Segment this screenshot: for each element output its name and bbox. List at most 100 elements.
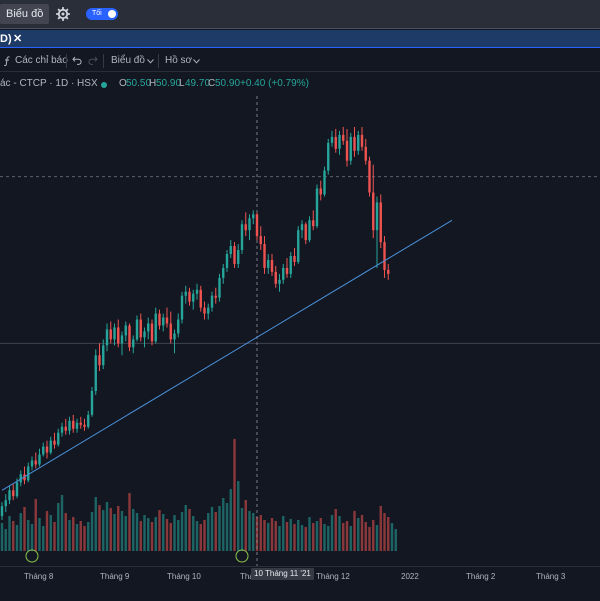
volume-bar bbox=[248, 511, 251, 551]
function-icon[interactable] bbox=[3, 56, 11, 66]
candle-body bbox=[267, 259, 270, 268]
theme-toggle[interactable]: Tối bbox=[86, 8, 118, 20]
candle-body bbox=[42, 446, 45, 455]
chart-menu[interactable]: Biểu đồ bbox=[111, 55, 145, 66]
candle-body bbox=[330, 136, 334, 143]
candle-body bbox=[259, 236, 262, 245]
price-chart[interactable] bbox=[0, 96, 600, 566]
volume-bar bbox=[383, 513, 386, 551]
volume-bar bbox=[113, 514, 116, 551]
candle-body bbox=[180, 295, 184, 320]
volume-bar bbox=[225, 503, 229, 551]
candle-body bbox=[12, 490, 15, 497]
volume-bar bbox=[330, 515, 334, 551]
volume-bar bbox=[372, 520, 375, 551]
top-bar: Biểu đồ Tối bbox=[0, 0, 600, 29]
volume-bar bbox=[357, 518, 360, 551]
volume-bar bbox=[308, 517, 311, 551]
dividend-marker bbox=[235, 549, 249, 563]
candle-body bbox=[278, 279, 281, 284]
candle-body bbox=[214, 295, 217, 298]
toolbar-divider bbox=[103, 54, 104, 68]
volume-bar bbox=[180, 512, 184, 551]
candle-body bbox=[0, 506, 4, 517]
candle-body bbox=[387, 269, 390, 274]
candle-body bbox=[368, 160, 371, 193]
chevron-down-icon bbox=[147, 59, 154, 64]
undo-icon[interactable] bbox=[72, 56, 82, 65]
volume-bar bbox=[233, 439, 236, 551]
volume-bar bbox=[188, 509, 191, 551]
volume-bar bbox=[128, 493, 131, 551]
chart-button[interactable]: Biểu đồ bbox=[0, 4, 50, 24]
candle-body bbox=[165, 317, 169, 324]
volume-bar bbox=[282, 516, 285, 551]
candle-body bbox=[173, 333, 176, 340]
redo-icon[interactable] bbox=[88, 56, 98, 65]
candle-body bbox=[342, 134, 345, 141]
candle-body bbox=[244, 224, 247, 231]
volume-bar bbox=[57, 503, 60, 551]
candle-body bbox=[285, 267, 289, 274]
trend-line bbox=[1, 219, 453, 491]
volume-bar bbox=[105, 502, 109, 551]
candle-body bbox=[192, 293, 195, 302]
volume-bar bbox=[34, 499, 37, 551]
candle-body bbox=[210, 295, 214, 308]
candle-body bbox=[353, 136, 356, 151]
volume-bar bbox=[270, 518, 274, 551]
candle-body bbox=[338, 134, 341, 149]
candle-body bbox=[109, 329, 112, 340]
volume-bar bbox=[124, 516, 127, 551]
candle-body bbox=[23, 474, 26, 481]
volume-bar bbox=[79, 521, 82, 551]
volume-bar bbox=[42, 526, 45, 551]
volume-bar bbox=[87, 522, 90, 551]
candle-body bbox=[75, 422, 79, 429]
volume-bar bbox=[345, 521, 349, 551]
candle-body bbox=[8, 490, 11, 501]
candle-body bbox=[72, 420, 75, 429]
candle-body bbox=[162, 317, 165, 326]
volume-bar bbox=[177, 520, 180, 551]
x-tick-label: 2022 bbox=[401, 572, 419, 581]
volume-bar bbox=[267, 523, 270, 551]
close-icon[interactable]: ✕ bbox=[13, 33, 23, 45]
candle-body bbox=[327, 142, 330, 171]
candle-body bbox=[300, 224, 304, 231]
chart-tab-label[interactable]: D) bbox=[0, 33, 12, 45]
toolbar-divider bbox=[158, 54, 159, 68]
candle-body bbox=[105, 329, 109, 346]
candle-body bbox=[270, 259, 274, 272]
candle-body bbox=[177, 319, 180, 334]
volume-bar bbox=[218, 506, 221, 551]
symbol-name[interactable]: ác - CTCP · 1D · HSX bbox=[0, 78, 98, 89]
volume-bar bbox=[360, 515, 364, 551]
low-value: 49.70 bbox=[185, 78, 211, 89]
profile-menu[interactable]: Hồ sơ bbox=[165, 55, 193, 66]
volume-bar bbox=[165, 519, 169, 551]
volume-bar bbox=[158, 510, 161, 551]
x-tick-label: Tháng 3 bbox=[536, 572, 566, 581]
candle-body bbox=[135, 319, 139, 340]
chart-toolbar: Các chỉ báo Biểu đồ Hồ sơ bbox=[0, 50, 600, 72]
indicators-button[interactable]: Các chỉ báo bbox=[15, 55, 68, 66]
candle-body bbox=[68, 420, 71, 431]
time-axis[interactable]: Tháng 8 Tháng 9 Tháng 10 Thá Tháng 12 20… bbox=[0, 566, 600, 601]
toggle-knob bbox=[108, 10, 116, 18]
volume-bar bbox=[195, 521, 199, 551]
candle-body bbox=[308, 220, 311, 241]
candle-body bbox=[274, 271, 277, 284]
volume-bar bbox=[83, 526, 86, 551]
high-label: H bbox=[149, 78, 157, 89]
candle-body bbox=[263, 244, 266, 268]
volume-bar bbox=[319, 518, 322, 551]
volume-bar bbox=[154, 517, 157, 551]
candle-body bbox=[304, 224, 307, 241]
gear-icon[interactable] bbox=[56, 7, 70, 21]
volume-bar bbox=[364, 522, 367, 551]
candle-body bbox=[113, 327, 116, 340]
open-value: 50.50 bbox=[126, 78, 152, 89]
candle-body bbox=[195, 289, 199, 294]
candle-body bbox=[255, 214, 259, 237]
